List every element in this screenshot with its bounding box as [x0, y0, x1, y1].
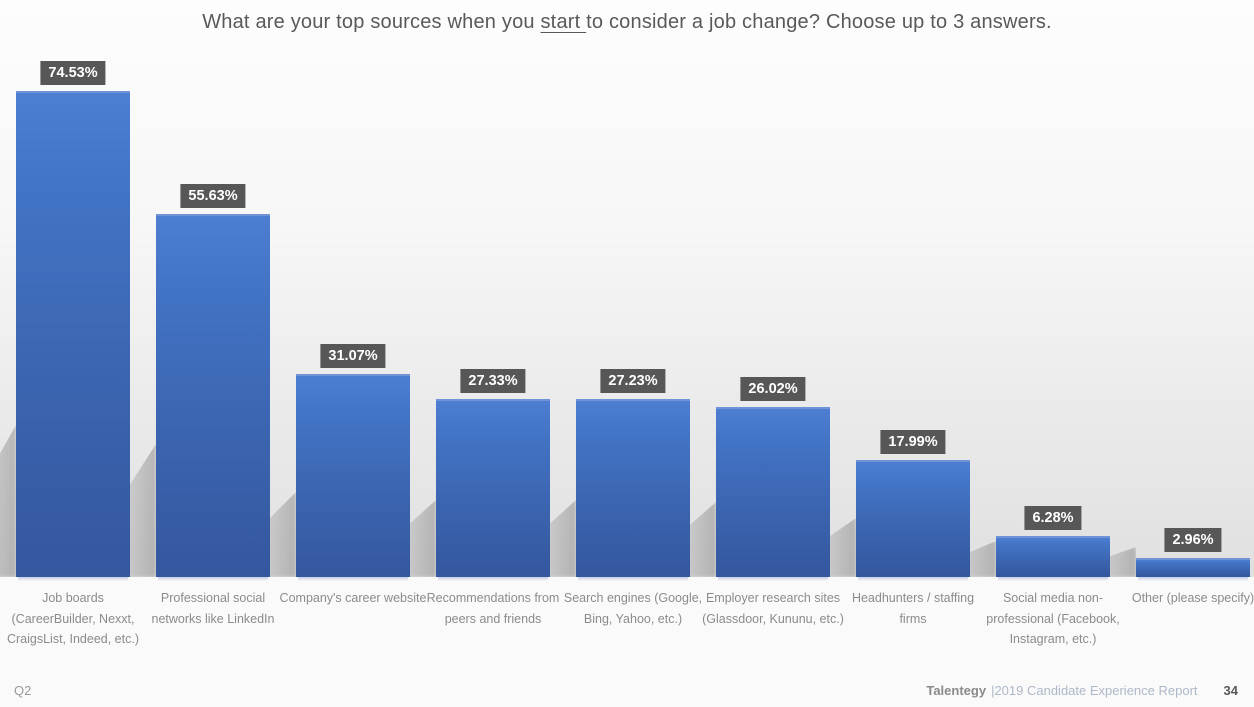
chart-title-underlined-word: start — [540, 11, 587, 33]
brand-name: Talentegy — [926, 682, 987, 698]
bar-rect-headhunters-staffing-firms — [856, 460, 970, 581]
bar-professional-social-networks: 55.63% — [98, 184, 270, 581]
chart-plot-area: 74.53% 55.63% 31.07% 27.33% 27.23% 26.02% 17.9… — [0, 0, 1254, 581]
question-reference: Q2 — [14, 682, 32, 698]
bar-category-label-social-media-non-professional: Social media non-professional (Facebook,… — [986, 591, 1120, 647]
bar-category-label-headhunters-staffing-firms: Headhunters / staffing firms — [851, 591, 975, 626]
bar-rect-social-media-non-professional — [996, 536, 1110, 581]
chart-title: What are your top sources when you start… — [0, 11, 1254, 34]
bar-rect-recommendations-peers-friends — [436, 399, 550, 581]
bar-value-badge: 55.63% — [180, 184, 246, 208]
bar-social-media-non-professional: 6.28% — [938, 506, 1110, 581]
bar-rect-job-boards — [16, 91, 130, 581]
bar-employer-research-sites: 26.02% — [658, 377, 830, 581]
bar-category-label-company-career-website: Company's career website — [279, 591, 427, 605]
bar-value-badge: 2.96% — [1164, 528, 1222, 552]
bar-search-engines: 27.23% — [518, 369, 690, 581]
footer: Q2 Talentegy |2019 Candidate Experience … — [14, 681, 1238, 699]
category-axis-labels: Job boards (CareerBuilder, Nexxt, Craigs… — [0, 588, 1254, 668]
report-title: |2019 Candidate Experience Report — [991, 682, 1198, 698]
bar-category-label-professional-social-networks: Professional social networks like Linked… — [151, 591, 275, 626]
bar-job-boards: 74.53% — [0, 61, 130, 581]
page-number: 34 — [1223, 682, 1238, 698]
bar-category-label-other: Other (please specify) — [1131, 591, 1254, 605]
bar-value-badge: 27.23% — [600, 369, 666, 393]
bar-rect-search-engines — [576, 399, 690, 581]
bar-category-label-employer-research-sites: Employer research sites (Glassdoor, Kunu… — [702, 591, 844, 626]
bar-recommendations-peers-friends: 27.33% — [378, 369, 550, 581]
bar-company-career-website: 31.07% — [238, 344, 410, 581]
bar-category-label-search-engines: Search engines (Google, Bing, Yahoo, etc… — [563, 591, 703, 626]
bar-headhunters-staffing-firms: 17.99% — [798, 430, 970, 581]
bar-shadow — [0, 425, 16, 577]
bar-category-label-job-boards: Job boards (CareerBuilder, Nexxt, Craigs… — [6, 591, 139, 647]
bar-value-badge: 31.07% — [320, 344, 386, 368]
bar-category-label-recommendations-peers-friends: Recommendations from peers and friends — [426, 591, 560, 626]
bar-other: 2.96% — [1078, 528, 1250, 581]
chart-title-post: to consider a job change? Choose up to 3… — [586, 11, 1052, 33]
chart-title-pre: What are your top sources when you — [202, 11, 541, 33]
bar-rect-employer-research-sites — [716, 407, 830, 581]
bar-rect-other — [1136, 558, 1250, 581]
bar-value-badge: 27.33% — [460, 369, 526, 393]
bar-value-badge: 6.28% — [1024, 506, 1082, 530]
bar-value-badge: 26.02% — [740, 377, 806, 401]
bar-value-badge: 74.53% — [40, 61, 106, 85]
bar-rect-professional-social-networks — [156, 214, 270, 581]
bar-rect-company-career-website — [296, 374, 410, 581]
bar-value-badge: 17.99% — [880, 430, 946, 454]
